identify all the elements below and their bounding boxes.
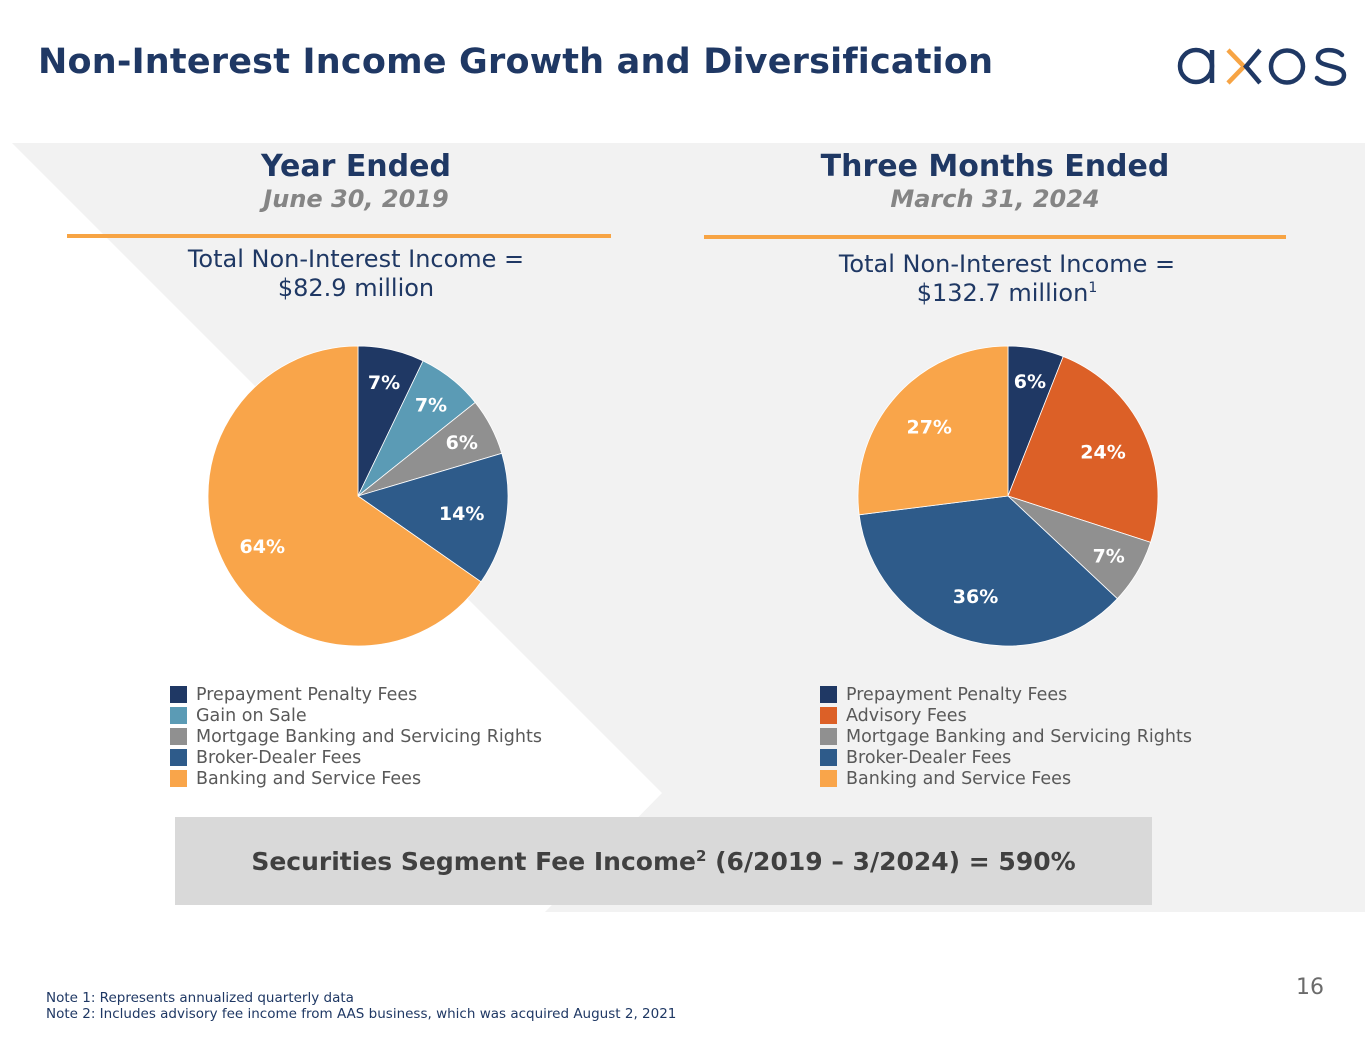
left-panel-header: Year Ended June 30, 2019 [156,150,556,214]
legend-label: Advisory Fees [846,705,967,726]
legend-item-mortgage-banking-and-servicing-rights: Mortgage Banking and Servicing Rights [170,726,542,747]
right-panel-total: Total Non-Interest Income = $132.7 milli… [757,250,1257,308]
left-panel-date: June 30, 2019 [263,185,449,213]
pie-slice-banking-and-service-fees [207,345,482,647]
legend-label: Mortgage Banking and Servicing Rights [846,726,1192,747]
pie-label-banking-and-service-fees: 27% [906,417,951,439]
right-panel-header: Three Months Ended March 31, 2024 [775,150,1215,214]
pie-slice-advisory-fees [1007,356,1159,543]
right-panel-heading: Three Months Ended [820,149,1170,184]
legend-swatch [170,728,187,745]
securities-fee-callout: Securities Segment Fee Income2 (6/2019 –… [175,817,1152,905]
pie-label-prepayment-penalty-fees: 7% [368,372,400,394]
left-panel-divider [67,234,611,238]
pie-chart-2024: 6% 24% 7% 36% 27% [857,345,1159,647]
pie-chart-2019: 7% 7% 6% 14% 64% [207,345,509,647]
pie-slice-broker-dealer-fees [858,495,1118,647]
legend-swatch [820,686,837,703]
legend-swatch [820,728,837,745]
legend-item-advisory-fees: Advisory Fees [820,705,1192,726]
legend-swatch [820,749,837,766]
pie-label-prepayment-penalty-fees: 6% [1014,371,1046,393]
pie-label-banking-and-service-fees: 64% [240,536,285,558]
callout-value: (6/2019 – 3/2024) = 590% [706,846,1076,876]
legend-label: Gain on Sale [196,705,307,726]
legend-item-gain-on-sale: Gain on Sale [170,705,542,726]
right-panel-divider [704,235,1286,239]
legend-item-banking-and-service-fees: Banking and Service Fees [820,768,1192,789]
legend-swatch [170,686,187,703]
legend-swatch [820,707,837,724]
right-panel-date: March 31, 2024 [890,185,1100,213]
slide-title: Non-Interest Income Growth and Diversifi… [38,42,994,82]
legend-label: Banking and Service Fees [196,768,422,789]
callout-label: Securities Segment Fee Income [251,846,696,876]
left-panel-total: Total Non-Interest Income = $82.9 millio… [106,245,606,303]
right-total-footnote: 1 [1088,280,1098,296]
footnote-1: Note 1: Represents annualized quarterly … [46,990,354,1006]
legend-label: Prepayment Penalty Fees [846,684,1068,705]
footnote-2: Note 2: Includes advisory fee income fro… [46,1006,677,1022]
pie-slice-banking-and-service-fees [857,345,1009,516]
legend-item-broker-dealer-fees: Broker-Dealer Fees [170,747,542,768]
left-panel-heading: Year Ended [261,149,451,184]
left-total-value: $82.9 million [277,274,435,302]
legend-swatch [170,749,187,766]
legend-item-broker-dealer-fees: Broker-Dealer Fees [820,747,1192,768]
callout-text: Securities Segment Fee Income2 (6/2019 –… [251,847,1075,876]
legend-swatch [170,707,187,724]
legend-swatch [820,770,837,787]
legend-item-banking-and-service-fees: Banking and Service Fees [170,768,542,789]
page-number: 16 [1296,975,1324,1000]
legend-label: Broker-Dealer Fees [196,747,362,768]
legend-2024: Prepayment Penalty Fees Advisory Fees Mort… [820,684,1192,789]
legend-label: Banking and Service Fees [846,768,1072,789]
pie-label-mortgage-banking-and-servicing-rights: 7% [1093,546,1125,568]
legend-2019: Prepayment Penalty Fees Gain on Sale Mortg… [170,684,542,789]
legend-item-prepayment-penalty-fees: Prepayment Penalty Fees [820,684,1192,705]
pie-label-broker-dealer-fees: 14% [439,503,484,525]
pie-label-mortgage-banking-and-servicing-rights: 6% [446,432,478,454]
pie-label-advisory-fees: 24% [1080,441,1125,463]
legend-item-prepayment-penalty-fees: Prepayment Penalty Fees [170,684,542,705]
pie-label-broker-dealer-fees: 36% [953,586,998,608]
callout-footnote: 2 [695,846,707,865]
legend-label: Prepayment Penalty Fees [196,684,418,705]
legend-label: Mortgage Banking and Servicing Rights [196,726,542,747]
right-total-label: Total Non-Interest Income = [838,250,1176,278]
legend-swatch [170,770,187,787]
pie-label-gain-on-sale: 7% [415,395,447,417]
legend-item-mortgage-banking-and-servicing-rights: Mortgage Banking and Servicing Rights [820,726,1192,747]
right-total-value: $132.7 million [916,279,1089,307]
footnotes: Note 1: Represents annualized quarterly … [46,990,676,1022]
axos-logo [1177,47,1347,86]
legend-label: Broker-Dealer Fees [846,747,1012,768]
pie-slice-broker-dealer-fees [357,452,509,583]
left-total-label: Total Non-Interest Income = [187,245,525,273]
